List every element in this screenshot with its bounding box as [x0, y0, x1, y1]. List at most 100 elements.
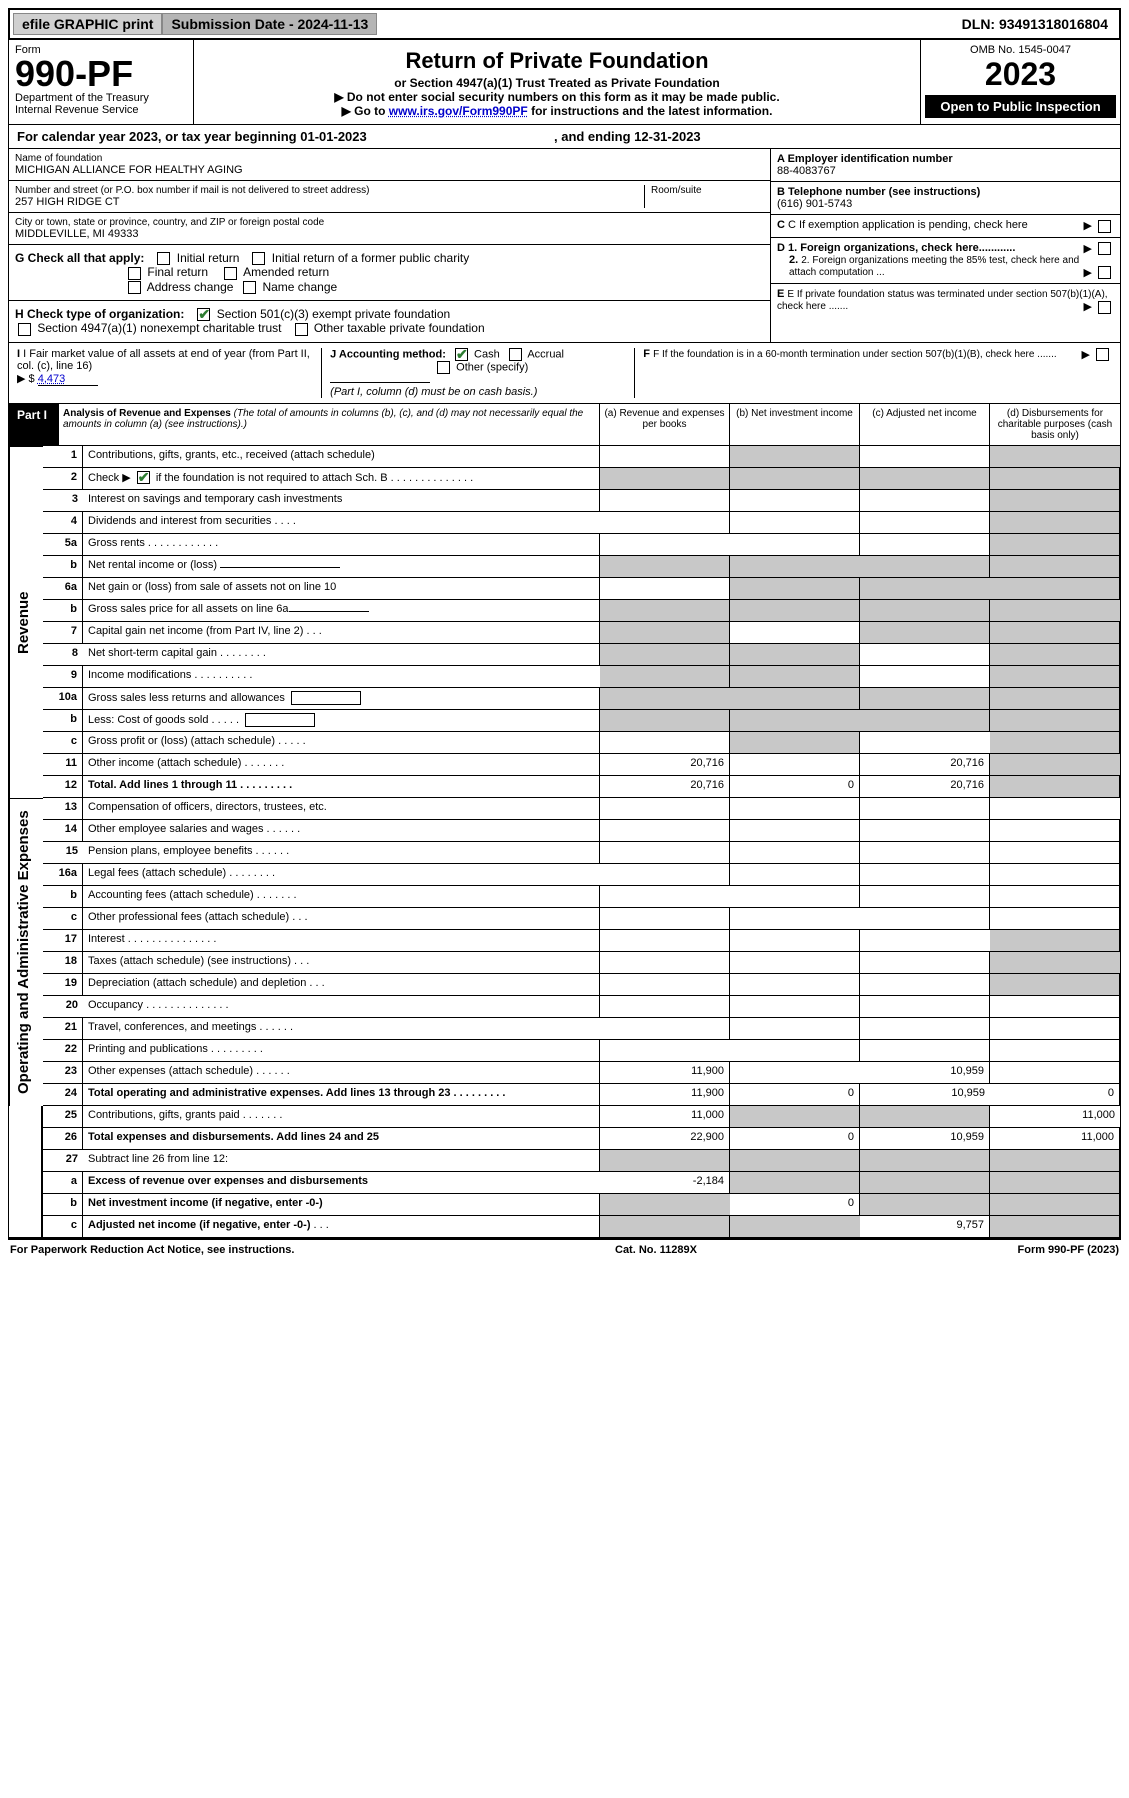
chk-addr-change[interactable]	[128, 281, 141, 294]
street-address: 257 HIGH RIDGE CT	[15, 196, 644, 208]
chk-amended[interactable]	[224, 267, 237, 280]
val-11c: 20,716	[860, 754, 990, 776]
omb-number: OMB No. 1545-0047	[925, 44, 1116, 56]
ein-value: 88-4083767	[777, 165, 1114, 177]
ln-10c: c	[43, 732, 83, 754]
val-26b: 0	[730, 1128, 860, 1150]
phone-value: (616) 901-5743	[777, 198, 1114, 210]
ln-27: 27	[43, 1150, 83, 1172]
ijf-row: I I Fair market value of all assets at e…	[8, 343, 1121, 404]
ln-26: 26	[43, 1128, 83, 1150]
j-note: (Part I, column (d) must be on cash basi…	[330, 386, 537, 398]
calendar-year-row: For calendar year 2023, or tax year begi…	[8, 125, 1121, 149]
chk-other-method[interactable]	[437, 361, 450, 374]
h-other-taxable: Other taxable private foundation	[314, 321, 485, 335]
address-box: Number and street (or P.O. box number if…	[9, 181, 770, 213]
desc-6a: Net gain or (loss) from sale of assets n…	[83, 578, 600, 600]
form-title: Return of Private Foundation	[200, 48, 914, 74]
chk-cash[interactable]	[455, 348, 468, 361]
val-24a: 11,900	[600, 1084, 730, 1106]
form990pf-link[interactable]: www.irs.gov/Form990PF	[389, 104, 528, 118]
ln-4: 4	[43, 512, 83, 534]
chk-f[interactable]	[1096, 348, 1109, 361]
val-26d: 11,000	[990, 1128, 1120, 1150]
chk-schb[interactable]	[137, 471, 150, 484]
val-12c: 20,716	[860, 776, 990, 798]
val-26c: 10,959	[860, 1128, 990, 1150]
header-left: Form 990-PF Department of the Treasury I…	[9, 40, 194, 124]
val-23c: 10,959	[860, 1062, 990, 1084]
desc-27a: Excess of revenue over expenses and disb…	[83, 1172, 600, 1194]
form-number: 990-PF	[15, 56, 187, 92]
val-12b: 0	[730, 776, 860, 798]
val-12a: 20,716	[600, 776, 730, 798]
chk-4947[interactable]	[18, 323, 31, 336]
desc-12: Total. Add lines 1 through 11 . . . . . …	[83, 776, 600, 798]
ln-9: 9	[43, 666, 83, 688]
ein-box: A Employer identification number 88-4083…	[771, 149, 1120, 182]
section-c: C C If exemption application is pending,…	[771, 215, 1120, 238]
ln-27a: a	[43, 1172, 83, 1194]
chk-accrual[interactable]	[509, 348, 522, 361]
val-27c-c: 9,757	[860, 1216, 990, 1238]
ln-19: 19	[43, 974, 83, 996]
ln-21: 21	[43, 1018, 83, 1040]
section-f: F F If the foundation is in a 60-month t…	[634, 348, 1112, 398]
city-state-zip: MIDDLEVILLE, MI 49333	[15, 228, 764, 240]
desc-1: Contributions, gifts, grants, etc., rece…	[83, 446, 600, 468]
chk-d1[interactable]	[1098, 242, 1111, 255]
foundation-name-box: Name of foundation MICHIGAN ALLIANCE FOR…	[9, 149, 770, 181]
i-fmv-value[interactable]: 4,473	[38, 373, 98, 386]
g-initial: Initial return	[177, 251, 240, 265]
totals-table: 25Contributions, gifts, grants paid . . …	[8, 1106, 1121, 1240]
ln-25: 25	[43, 1106, 83, 1128]
room-label: Room/suite	[651, 185, 764, 196]
desc-8: Net short-term capital gain . . . . . . …	[83, 644, 600, 666]
cal-end: 12-31-2023	[634, 129, 701, 144]
desc-17: Interest . . . . . . . . . . . . . . .	[83, 930, 600, 952]
j-accrual: Accrual	[527, 348, 564, 360]
name-label: Name of foundation	[15, 153, 764, 164]
addr-label: Number and street (or P.O. box number if…	[15, 185, 644, 196]
col-c-header: (c) Adjusted net income	[860, 404, 990, 445]
desc-16c: Other professional fees (attach schedule…	[83, 908, 600, 930]
irs: Internal Revenue Service	[15, 104, 187, 116]
dln: DLN: 93491318016804	[954, 14, 1116, 34]
ln-5a: 5a	[43, 534, 83, 556]
col-b-header: (b) Net investment income	[730, 404, 860, 445]
form-header: Form 990-PF Department of the Treasury I…	[8, 40, 1121, 125]
ln-10b: b	[43, 710, 83, 732]
chk-initial-former[interactable]	[252, 252, 265, 265]
val-24b: 0	[730, 1084, 860, 1106]
efile-print-btn[interactable]: efile GRAPHIC print	[13, 13, 162, 35]
g-label: G Check all that apply:	[15, 251, 144, 265]
desc-7: Capital gain net income (from Part IV, l…	[83, 622, 600, 644]
desc-5b: Net rental income or (loss)	[83, 556, 600, 578]
cal-pre: For calendar year 2023, or tax year begi…	[17, 129, 300, 144]
ln-17: 17	[43, 930, 83, 952]
ln-22: 22	[43, 1040, 83, 1062]
val-23a: 11,900	[600, 1062, 730, 1084]
h-4947: Section 4947(a)(1) nonexempt charitable …	[37, 321, 281, 335]
desc-25: Contributions, gifts, grants paid . . . …	[83, 1106, 600, 1128]
ln-23: 23	[43, 1062, 83, 1084]
goto-note: ▶ Go to www.irs.gov/Form990PF for instru…	[200, 104, 914, 118]
chk-initial-return[interactable]	[157, 252, 170, 265]
chk-name-change[interactable]	[243, 281, 256, 294]
chk-final-return[interactable]	[128, 267, 141, 280]
g-final: Final return	[147, 265, 208, 279]
ln-27b: b	[43, 1194, 83, 1216]
val-24d: 0	[990, 1084, 1120, 1106]
chk-other-taxable[interactable]	[295, 323, 308, 336]
g-name-change: Name change	[262, 280, 337, 294]
submission-date: Submission Date - 2024-11-13	[162, 13, 377, 35]
desc-27: Subtract line 26 from line 12:	[83, 1150, 600, 1172]
ln-12: 12	[43, 776, 83, 798]
chk-d2[interactable]	[1098, 266, 1111, 279]
chk-e[interactable]	[1098, 301, 1111, 314]
chk-c[interactable]	[1098, 220, 1111, 233]
chk-501c3[interactable]	[197, 308, 210, 321]
goto-post: for instructions and the latest informat…	[528, 104, 773, 118]
cal-begin: 01-01-2023	[300, 129, 367, 144]
ln-1: 1	[43, 446, 83, 468]
